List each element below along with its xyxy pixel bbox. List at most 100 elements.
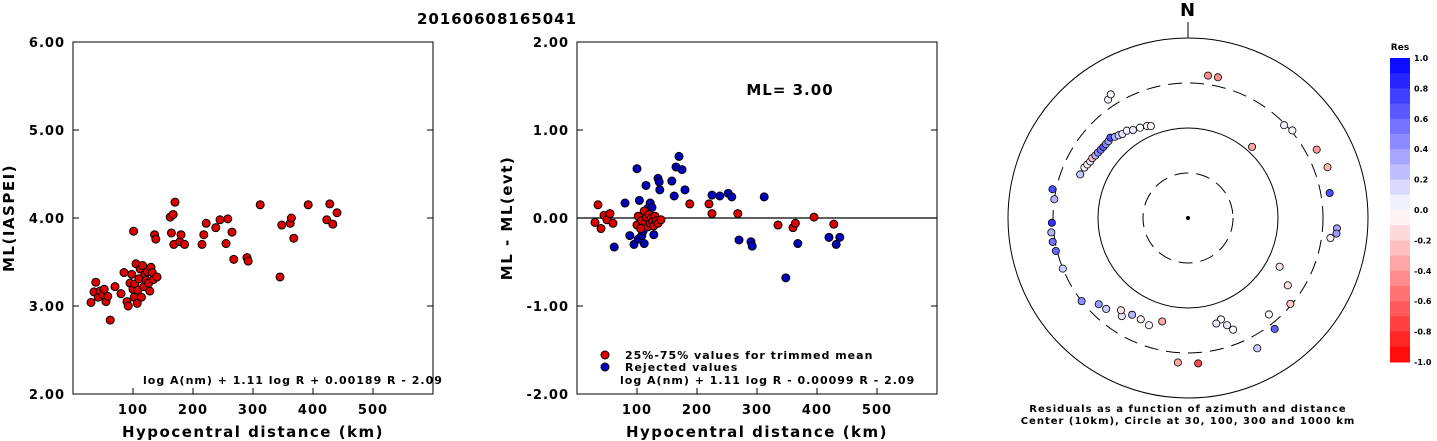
residual-station <box>1312 145 1321 154</box>
accepted-point <box>790 218 800 228</box>
x-tick-label: 300 <box>238 403 268 418</box>
residual-station <box>1253 344 1262 353</box>
data-point <box>129 226 139 236</box>
colorbar-tick-label: -0.6 <box>1414 297 1432 306</box>
residual-station <box>1051 246 1060 255</box>
residual-station <box>1050 195 1059 204</box>
data-point <box>277 220 287 230</box>
accepted-point <box>593 200 603 210</box>
data-point <box>229 254 239 264</box>
x-tick-label: 100 <box>622 403 652 418</box>
accepted-point <box>596 224 606 234</box>
colorbar-tick-label: -0.2 <box>1414 236 1432 245</box>
rejected-point <box>674 151 684 161</box>
ring-30km <box>1142 172 1234 264</box>
ring-300km <box>1052 82 1324 354</box>
data-point <box>152 272 162 282</box>
data-point <box>289 233 299 243</box>
residual-station <box>1275 262 1284 271</box>
rejected-point <box>669 191 679 201</box>
rejected-point <box>625 231 635 241</box>
data-point <box>119 268 129 278</box>
rejected-point <box>654 177 664 187</box>
residual-station <box>1325 189 1334 198</box>
x-tick-label: 500 <box>358 403 388 418</box>
data-point <box>127 269 137 279</box>
data-point <box>132 298 142 308</box>
colorbar-cell <box>1390 149 1410 165</box>
rejected-point <box>680 185 690 195</box>
legend-rejected-marker <box>600 362 610 372</box>
residual-station <box>1264 310 1273 319</box>
accepted-point <box>605 209 615 219</box>
data-point <box>176 230 186 240</box>
colorbar: Res 1.0 0.8 0.6 0.4 0.2 0.0 -0.2 -0.4 -0.6 -0.8 -1… <box>1390 43 1432 367</box>
colorbar-cell <box>1390 164 1410 181</box>
ml-annotation: ML= 3.00 <box>746 81 833 99</box>
data-point <box>328 219 338 229</box>
rejected-point <box>609 242 619 252</box>
rejected-point <box>641 180 651 190</box>
polar-caption-line1: Residuals as a function of azimuth and d… <box>1029 404 1346 415</box>
colorbar-cell <box>1390 225 1410 241</box>
rejected-point <box>831 239 841 249</box>
x-tick-label: 200 <box>178 403 208 418</box>
residual-ylabel: ML - ML(evt) <box>498 156 516 280</box>
ml-xlabel: Hypocentral distance (km) <box>122 423 384 441</box>
rejected-point <box>747 241 757 251</box>
accepted-point <box>773 220 783 230</box>
colorbar-tick-label: 0.0 <box>1414 206 1429 215</box>
data-point <box>201 218 211 228</box>
rejected-point <box>707 190 717 200</box>
data-point <box>145 286 155 296</box>
residual-xlabel: Hypocentral distance (km) <box>626 423 888 441</box>
colorbar-tick-label: 0.2 <box>1414 176 1428 185</box>
accepted-point <box>733 209 743 219</box>
colorbar-cell <box>1390 286 1410 302</box>
residual-station <box>1288 126 1297 135</box>
data-point <box>243 256 253 266</box>
data-point <box>332 208 342 218</box>
residual-station <box>1048 237 1057 246</box>
data-point <box>168 209 178 219</box>
colorbar-cell <box>1390 316 1410 333</box>
residual-station <box>1212 319 1221 328</box>
polar-points <box>1047 71 1341 368</box>
y-tick-label: 1.00 <box>533 124 569 139</box>
residual-station <box>1144 321 1153 330</box>
data-point <box>325 199 335 209</box>
residual-station <box>1102 304 1111 313</box>
residual-station <box>1332 229 1341 238</box>
colorbar-cell <box>1390 346 1410 363</box>
residual-station <box>1129 125 1138 134</box>
data-point <box>99 284 109 294</box>
x-tick-label: 100 <box>118 403 148 418</box>
colorbar-cell <box>1390 301 1410 317</box>
colorbar-cell <box>1390 118 1410 135</box>
residual-station <box>1326 234 1335 243</box>
rejected-point <box>835 232 845 242</box>
colorbar-cell <box>1390 255 1410 272</box>
residual-station <box>1323 163 1332 172</box>
data-point <box>136 292 146 302</box>
data-point <box>322 215 332 225</box>
rejected-point <box>620 198 630 208</box>
colorbar-tick-label: 0.6 <box>1414 115 1429 124</box>
data-point <box>91 277 101 287</box>
ml-panel: 100 200 300 400 500 2.00 3.00 4.00 5.00 6.00 log … <box>0 36 442 441</box>
data-point <box>199 230 209 240</box>
rejected-point <box>715 191 725 201</box>
residual-station <box>1136 315 1145 324</box>
data-point <box>170 197 180 207</box>
data-point <box>223 214 233 224</box>
residual-station <box>1048 185 1057 194</box>
ml-ylabel: ML(IASPEI) <box>0 164 18 272</box>
colorbar-cell <box>1390 73 1410 89</box>
residual-station <box>1229 325 1238 334</box>
data-point <box>255 200 265 210</box>
residual-station <box>1077 297 1086 306</box>
rejected-point <box>677 165 687 175</box>
y-tick-label: 3.00 <box>29 300 65 315</box>
colorbar-cell <box>1390 331 1410 348</box>
